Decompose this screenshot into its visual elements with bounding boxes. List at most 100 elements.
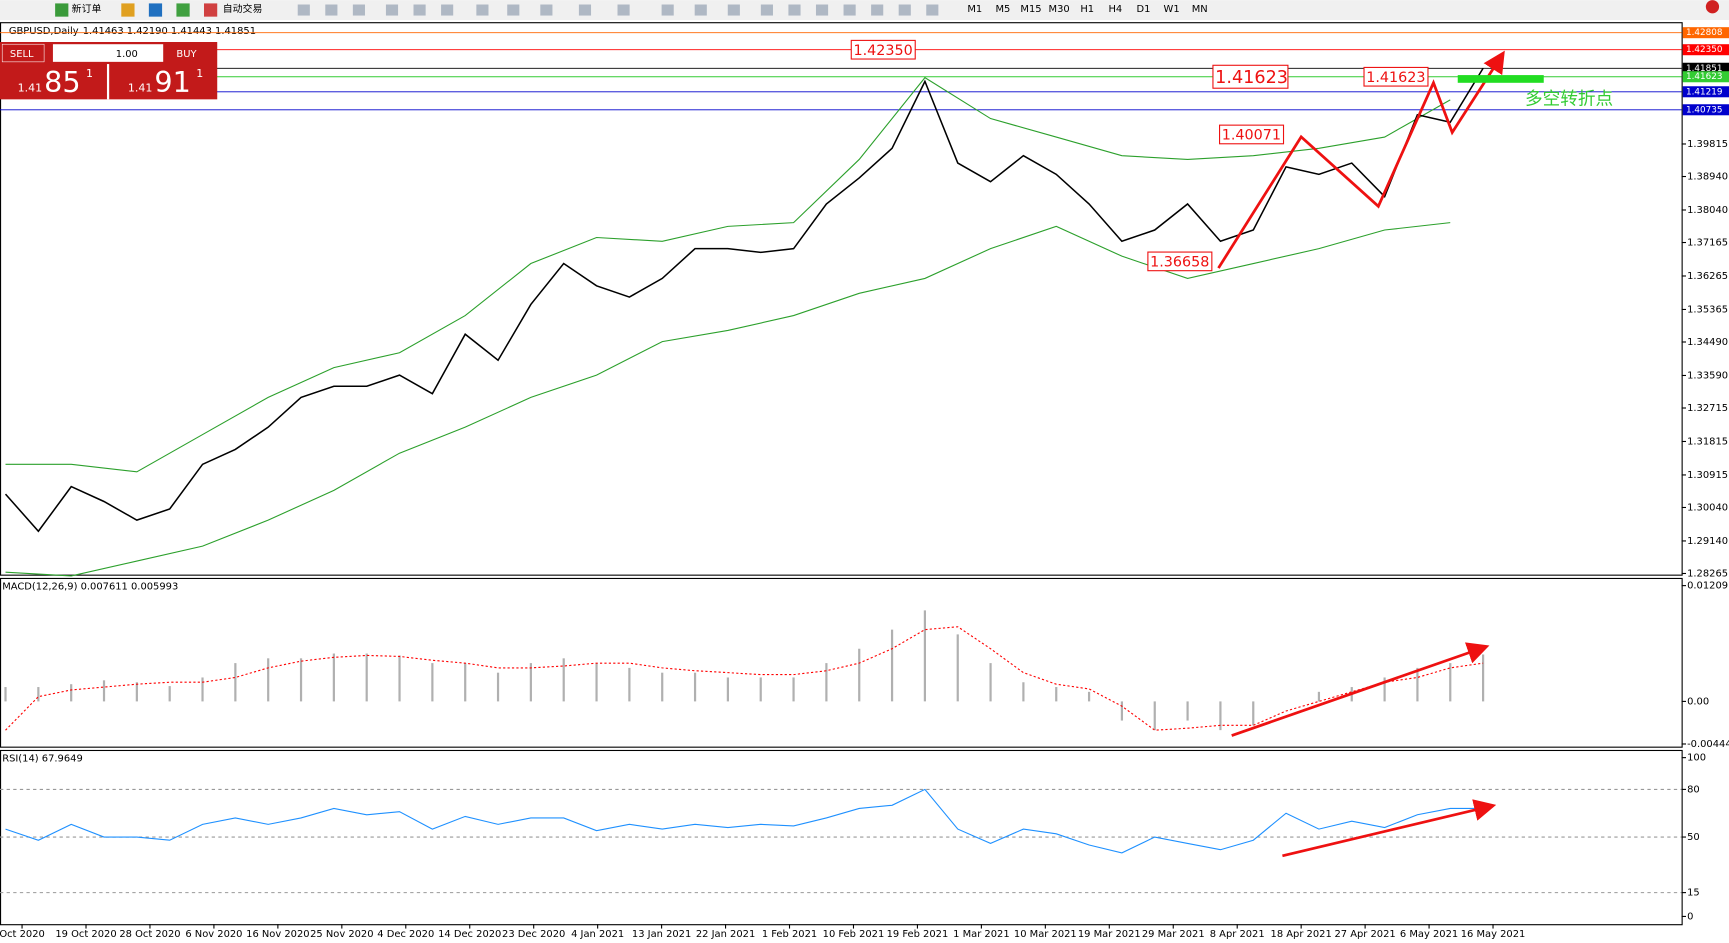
auto-trading-button[interactable]: 自动交易 xyxy=(223,2,263,15)
lower-band xyxy=(5,222,1451,577)
toolbar-icon[interactable] xyxy=(441,4,454,16)
x-tick-label: 6 Nov 2020 xyxy=(185,929,242,940)
x-tick-label: 28 Oct 2020 xyxy=(119,929,180,940)
x-tick-label: 1 Feb 2021 xyxy=(762,929,817,940)
x-tick-label: Oct 2020 xyxy=(0,929,45,940)
toolbar-icon[interactable] xyxy=(297,4,310,16)
level-label: 1.42350 xyxy=(1686,45,1723,55)
buy-price-pips[interactable]: 91 xyxy=(154,65,190,99)
y-tick-label: 1.30915 xyxy=(1687,470,1728,481)
x-tick-label: 8 Apr 2021 xyxy=(1210,929,1265,940)
toolbar-icon[interactable] xyxy=(871,4,884,16)
upper-band xyxy=(5,76,1451,473)
y-tick-label: 1.35365 xyxy=(1687,304,1728,315)
timeframe-button[interactable]: H4 xyxy=(1108,4,1122,15)
toolbar-icon[interactable] xyxy=(815,4,829,16)
y-tick-label: 0.01209 xyxy=(1687,581,1728,592)
auto-trading-icon[interactable] xyxy=(203,3,218,17)
timeframe-button[interactable]: D1 xyxy=(1137,4,1151,15)
tool-icon[interactable] xyxy=(121,3,135,17)
toolbar-icon[interactable] xyxy=(578,4,592,16)
toolbar-icon[interactable] xyxy=(760,4,773,16)
y-tick-label: 1.37165 xyxy=(1687,238,1728,249)
sell-price-frac[interactable]: 1 xyxy=(86,67,93,80)
y-tick-label: 80 xyxy=(1687,784,1700,795)
toolbar-icon[interactable] xyxy=(507,4,520,16)
toolbar-icon[interactable] xyxy=(540,4,553,16)
level-tag xyxy=(1682,44,1729,56)
toolbar-icon[interactable] xyxy=(898,4,911,16)
x-tick-label: 13 Jan 2021 xyxy=(632,929,691,940)
y-tick-label: -0.004446 xyxy=(1687,739,1729,750)
level-tag xyxy=(1682,71,1729,83)
timeframe-button[interactable]: MN xyxy=(1192,4,1208,15)
timeframe-button[interactable]: M5 xyxy=(995,4,1010,15)
x-tick-label: 19 Feb 2021 xyxy=(887,929,949,940)
level-tag xyxy=(1682,104,1729,116)
y-tick-label: 1.36265 xyxy=(1687,271,1728,282)
main-panel xyxy=(0,22,1683,576)
toolbar-icon[interactable] xyxy=(727,4,740,16)
toolbar-icon[interactable] xyxy=(926,4,939,16)
x-tick-label: 29 Mar 2021 xyxy=(1142,929,1205,940)
x-tick-label: 10 Mar 2021 xyxy=(1014,929,1077,940)
toolbar-icon[interactable] xyxy=(385,4,399,16)
buy-price-big[interactable]: 1.41 xyxy=(128,81,153,94)
lot-value[interactable]: 1.00 xyxy=(116,49,138,60)
toolbar-icon[interactable] xyxy=(617,4,630,16)
toolbar-icon[interactable] xyxy=(413,4,426,16)
tool-icon[interactable] xyxy=(148,3,163,17)
x-tick-label: 19 Mar 2021 xyxy=(1078,929,1141,940)
timeframe-button[interactable]: M15 xyxy=(1020,4,1041,15)
price-label-box xyxy=(1219,124,1285,145)
price-label: 1.36658 xyxy=(1150,254,1209,270)
toolbar-icon[interactable] xyxy=(788,4,801,16)
timeframe-button[interactable]: H1 xyxy=(1080,4,1094,15)
y-tick-label: 15 xyxy=(1687,888,1700,899)
alert-badge[interactable] xyxy=(1705,0,1720,14)
toolbar-icon[interactable] xyxy=(661,4,674,16)
y-tick-label: 1.38040 xyxy=(1687,205,1728,216)
toolbar-icon[interactable] xyxy=(325,4,338,16)
sell-label[interactable]: SELL xyxy=(10,49,34,60)
y-tick-label: 0.00 xyxy=(1687,696,1709,707)
buy-price-frac[interactable]: 1 xyxy=(196,67,203,80)
one-click-trading: SELL 1.00 BUY 1.41 85 1 1.41 91 1 xyxy=(0,42,218,100)
trend-arrow xyxy=(1217,50,1505,269)
sell-price-big[interactable]: 1.41 xyxy=(18,81,43,94)
toolbar-icon[interactable] xyxy=(476,4,489,16)
x-tick-label: 4 Jan 2021 xyxy=(571,929,624,940)
price-label-box xyxy=(1147,251,1213,272)
annotation: 多空转折点 xyxy=(1525,88,1613,109)
price-label: 1.40071 xyxy=(1222,128,1281,144)
lot-input[interactable] xyxy=(52,44,164,62)
close-line xyxy=(4,67,1484,533)
timeframe-button[interactable]: M30 xyxy=(1049,4,1070,15)
toolbar-icon[interactable] xyxy=(694,4,707,16)
x-tick-label: 25 Nov 2020 xyxy=(310,929,373,940)
toolbar-icon[interactable] xyxy=(352,4,365,16)
timeframe-button[interactable]: W1 xyxy=(1164,4,1180,15)
divider xyxy=(106,64,110,100)
sell-price-pips[interactable]: 85 xyxy=(44,65,80,99)
level-tag xyxy=(1682,62,1729,74)
new-order-icon[interactable] xyxy=(55,3,69,17)
y-tick-label: 0 xyxy=(1687,911,1693,922)
new-order-button[interactable]: 新订单 xyxy=(72,2,102,15)
y-tick-label: 1.34490 xyxy=(1687,337,1728,348)
ohlc: 1.41463 1.42190 1.41443 1.41851 xyxy=(83,26,256,37)
level-tag xyxy=(1682,27,1729,39)
buy-label[interactable]: BUY xyxy=(176,49,197,60)
y-tick-label: 1.31815 xyxy=(1687,436,1728,447)
timeframe-button[interactable]: M1 xyxy=(967,4,982,15)
y-tick-label: 50 xyxy=(1687,832,1700,843)
price-label: 1.41623 xyxy=(1215,68,1288,88)
toolbar xyxy=(0,0,1729,20)
tool-icon[interactable] xyxy=(176,3,190,17)
symbol-title: GBPUSD,Daily xyxy=(9,26,79,37)
rsi-title: RSI(14) 67.9649 xyxy=(2,754,83,765)
sell-button[interactable] xyxy=(1,43,45,63)
toolbar-icon[interactable] xyxy=(843,4,856,16)
